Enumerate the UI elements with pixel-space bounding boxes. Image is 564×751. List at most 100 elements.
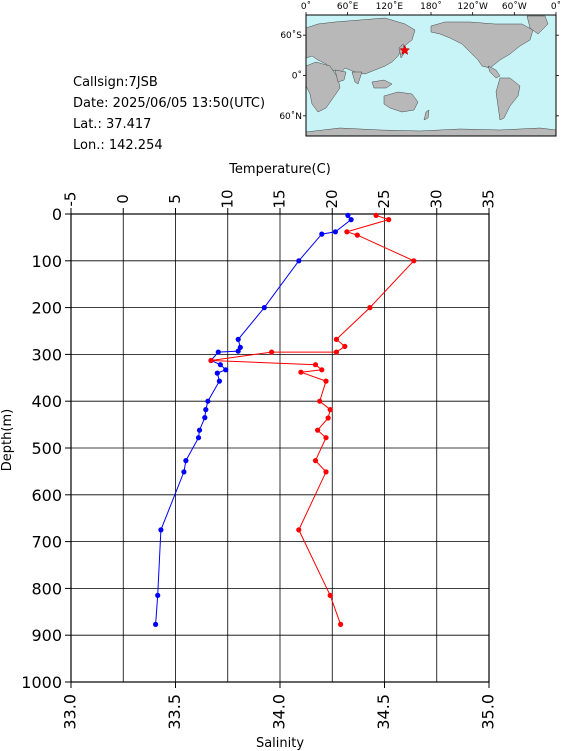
map-labels: 0˚ 60˚E 120˚E 180˚ 120˚W 60˚W 0˚ 60˚N 0˚ 60˚S — [279, 1, 561, 122]
profile-chart: -5 0 5 10 15 20 25 30 35 01002003004005006007008… — [0, 162, 498, 751]
temperature-data-point — [153, 621, 159, 628]
temperature-data-point — [205, 398, 211, 404]
temperature-data-point — [214, 370, 220, 376]
station-star-icon — [399, 44, 411, 55]
salinity-data-point — [208, 357, 214, 364]
salinity-profile-line — [210, 214, 415, 625]
depth-tick-label: 500 — [31, 439, 62, 458]
data-series — [153, 212, 417, 628]
depth-axis-title: Depth(m) — [0, 409, 15, 471]
temperature-profile-line — [155, 215, 352, 625]
map-longitude-label: 0˚ — [551, 1, 561, 12]
salinity-data-point — [327, 407, 333, 413]
temperature-data-point — [203, 407, 209, 413]
depth-tick-label: 400 — [31, 392, 62, 411]
location-map: 0˚ 60˚E 120˚E 180˚ 120˚W 60˚W 0˚ 60˚N 0˚ 60˚S — [279, 1, 561, 137]
temperature-data-point — [235, 336, 241, 342]
temperature-axis-title: Temperature(C) — [228, 162, 331, 177]
depth-tick-label: 1000 — [21, 673, 62, 692]
depth-axis: 0 100 200 300 400 500 600 700 800 900 1000 — [21, 205, 71, 692]
depth-tick-label: 700 — [31, 533, 62, 552]
date-text: Date: 2025/06/05 13:50(UTC) — [73, 96, 266, 111]
map-longitude-label: 120˚W — [457, 1, 488, 12]
temperature-data-point — [223, 367, 229, 373]
depth-tick-label: 800 — [31, 579, 62, 598]
temperature-tick-label: 20 — [323, 189, 341, 208]
salinity-tick-label: 34.0 — [270, 694, 289, 730]
salinity-data-point — [342, 343, 348, 349]
salinity-data-point — [317, 398, 323, 404]
map-latitude-label: 0˚ — [292, 71, 302, 82]
temperature-data-point — [348, 217, 354, 223]
temperature-tick-label: 15 — [271, 189, 289, 208]
callsign-text: Callsign:7JSB — [73, 75, 158, 90]
temperature-data-point — [181, 469, 187, 475]
map-latitude-label: 60˚S — [280, 30, 302, 41]
salinity-data-point — [315, 427, 321, 433]
map-longitude-label: 0˚ — [301, 1, 311, 12]
temperature-data-point — [319, 231, 325, 237]
depth-tick-label: 200 — [31, 299, 62, 318]
salinity-data-point — [344, 229, 350, 235]
temperature-data-point — [215, 349, 221, 355]
temperature-data-point — [235, 348, 241, 354]
latitude-text: Lat.: 37.417 — [73, 117, 152, 132]
salinity-axis-title: Salinity — [256, 736, 304, 751]
temperature-tick-label: 25 — [375, 189, 393, 208]
salinity-data-point — [367, 305, 373, 311]
temperature-data-point — [261, 305, 267, 311]
temperature-tick-label: 5 — [166, 194, 184, 204]
station-info: Callsign:7JSB Date: 2025/06/05 13:50(UTC… — [73, 72, 265, 156]
salinity-tick-label: 33.5 — [165, 694, 184, 730]
depth-tick-label: 100 — [31, 252, 62, 271]
temperature-data-point — [216, 378, 222, 384]
salinity-data-point — [296, 527, 302, 533]
temperature-data-point — [296, 258, 302, 264]
temperature-data-point — [183, 458, 189, 464]
temperature-data-point — [195, 435, 202, 441]
salinity-data-point — [269, 349, 275, 355]
temperature-data-point — [202, 415, 208, 421]
temperature-tick-label: 30 — [427, 189, 445, 208]
temperature-data-point — [345, 212, 351, 218]
map-longitude-label: 60˚E — [337, 1, 359, 12]
map-latitude-label: 60˚N — [279, 111, 302, 122]
depth-tick-label: 300 — [31, 345, 62, 364]
salinity-axis: 33.0 33.5 34.0 34.5 35.0 — [61, 682, 498, 730]
depth-tick-label: 0 — [52, 205, 62, 224]
temperature-data-point — [196, 427, 203, 433]
longitude-text: Lon.: 142.254 — [73, 138, 163, 153]
salinity-data-point — [333, 336, 339, 342]
salinity-data-point — [325, 415, 331, 421]
temperature-axis: -5 0 5 10 15 20 25 30 35 — [62, 189, 498, 214]
chart-grid — [70, 213, 490, 683]
salinity-data-point — [338, 621, 344, 628]
temperature-data-point — [217, 362, 223, 368]
salinity-tick-label: 35.0 — [479, 694, 498, 730]
temperature-tick-label: -5 — [62, 192, 80, 207]
salinity-tick-label: 33.0 — [61, 694, 80, 730]
temperature-data-point — [158, 527, 164, 533]
map-tick-marks — [303, 12, 559, 117]
salinity-data-point — [411, 258, 417, 264]
salinity-tick-label: 34.5 — [374, 694, 393, 730]
salinity-data-point — [323, 435, 329, 441]
temperature-tick-label: 35 — [480, 189, 498, 208]
salinity-data-point — [327, 592, 333, 599]
salinity-data-point — [354, 232, 360, 238]
map-longitude-label: 120˚E — [376, 1, 404, 12]
map-longitude-label: 180˚ — [420, 1, 442, 12]
temperature-data-point — [155, 592, 161, 599]
salinity-data-point — [298, 369, 304, 375]
temperature-data-point — [332, 229, 338, 235]
salinity-data-point — [319, 367, 325, 373]
temperature-tick-label: 10 — [218, 189, 236, 208]
salinity-data-point — [312, 362, 319, 368]
salinity-data-point — [373, 212, 379, 218]
salinity-data-point — [323, 378, 329, 384]
salinity-data-point — [333, 349, 339, 355]
map-land — [305, 15, 557, 137]
salinity-data-point — [386, 217, 392, 223]
depth-tick-label: 900 — [31, 626, 62, 645]
